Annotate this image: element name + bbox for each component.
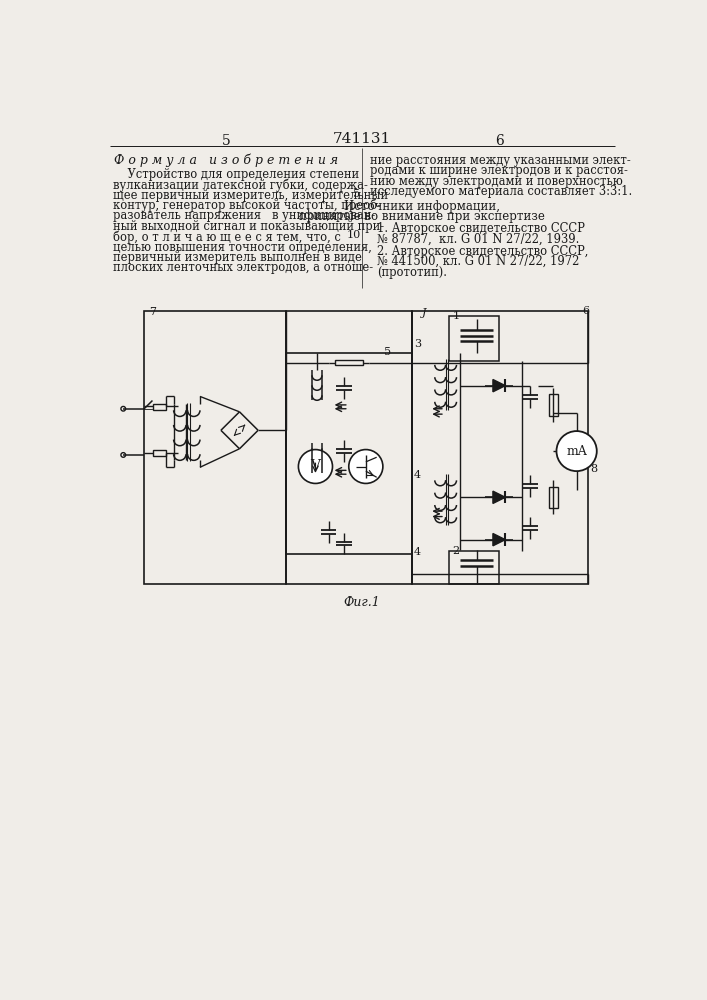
Bar xyxy=(286,311,412,584)
Bar xyxy=(144,311,286,584)
Text: (прототип).: (прототип). xyxy=(377,266,447,279)
Text: родами к ширине электродов и к расстоя-: родами к ширине электродов и к расстоя- xyxy=(370,164,629,177)
Circle shape xyxy=(298,450,332,483)
Text: бор, о т л и ч а ю щ е е с я тем, что, с: бор, о т л и ч а ю щ е е с я тем, что, с xyxy=(113,230,341,244)
Bar xyxy=(412,311,588,584)
Text: ние расстояния между указанными элект-: ние расстояния между указанными элект- xyxy=(370,154,631,167)
Text: 4: 4 xyxy=(414,470,421,480)
Text: вулканизации латексной губки, содержа-: вулканизации латексной губки, содержа- xyxy=(113,178,368,192)
Text: № 87787,  кл. G 01 N 27/22, 1939.: № 87787, кл. G 01 N 27/22, 1939. xyxy=(377,233,579,246)
Text: первичный измеритель выполнен в виде: первичный измеритель выполнен в виде xyxy=(113,251,362,264)
Text: Ф о р м у л а   и з о б р е т е н и я: Ф о р м у л а и з о б р е т е н и я xyxy=(115,154,339,167)
Circle shape xyxy=(556,431,597,471)
Text: Фиг.1: Фиг.1 xyxy=(344,596,380,609)
Text: контур, генератор высокой частоты, преоб-: контур, генератор высокой частоты, преоб… xyxy=(113,199,381,212)
Text: исследуемого материала составляет 3:3:1.: исследуемого материала составляет 3:3:1. xyxy=(370,185,633,198)
Text: Источники информации,: Источники информации, xyxy=(344,200,500,213)
Polygon shape xyxy=(493,379,506,392)
Bar xyxy=(549,394,558,416)
Bar xyxy=(549,487,558,508)
Text: целью повышения точности определения,: целью повышения точности определения, xyxy=(113,241,372,254)
Text: V: V xyxy=(310,460,320,474)
Text: разователь напряжения   в унифицирован-: разователь напряжения в унифицирован- xyxy=(113,209,375,222)
Text: 2. Авторское свидетельство СССР,: 2. Авторское свидетельство СССР, xyxy=(377,245,588,258)
Bar xyxy=(153,450,166,456)
Bar xyxy=(449,316,499,361)
Bar xyxy=(286,353,412,554)
Text: 5: 5 xyxy=(354,189,361,199)
Text: № 441500, кл. G 01 N 27/22, 1972: № 441500, кл. G 01 N 27/22, 1972 xyxy=(377,255,579,268)
Polygon shape xyxy=(493,491,506,503)
Text: 8: 8 xyxy=(590,464,597,474)
Text: mA: mA xyxy=(566,445,587,458)
Text: принятые во внимание при экспертизе: принятые во внимание при экспертизе xyxy=(298,210,544,223)
Circle shape xyxy=(349,450,383,483)
Text: 3: 3 xyxy=(414,339,421,349)
Text: щее первичный измеритель, измерительный: щее первичный измеритель, измерительный xyxy=(113,189,388,202)
Text: 7: 7 xyxy=(150,307,156,317)
Text: 4: 4 xyxy=(414,547,421,557)
Text: 10: 10 xyxy=(346,230,361,240)
Bar xyxy=(449,551,499,584)
Text: 1: 1 xyxy=(452,311,460,321)
Text: Устройство для определения степени: Устройство для определения степени xyxy=(113,168,359,181)
Text: 1. Авторское свидетельство СССР: 1. Авторское свидетельство СССР xyxy=(377,222,585,235)
Text: нию между электродами и поверхностью: нию между электродами и поверхностью xyxy=(370,175,624,188)
Text: 6: 6 xyxy=(582,306,589,316)
Text: 5: 5 xyxy=(385,347,392,357)
Text: 741131: 741131 xyxy=(333,132,391,146)
Text: плоских ленточных электродов, а отноше-: плоских ленточных электродов, а отноше- xyxy=(113,261,373,274)
Bar xyxy=(153,404,166,410)
Text: 2: 2 xyxy=(452,546,460,556)
Text: J: J xyxy=(421,308,426,318)
Polygon shape xyxy=(493,533,506,546)
Text: 5: 5 xyxy=(222,134,230,148)
Bar xyxy=(335,360,363,365)
Circle shape xyxy=(121,453,126,457)
Circle shape xyxy=(121,406,126,411)
Text: 6: 6 xyxy=(495,134,503,148)
Text: ный выходной сигнал и показывающий при-: ный выходной сигнал и показывающий при- xyxy=(113,220,385,233)
